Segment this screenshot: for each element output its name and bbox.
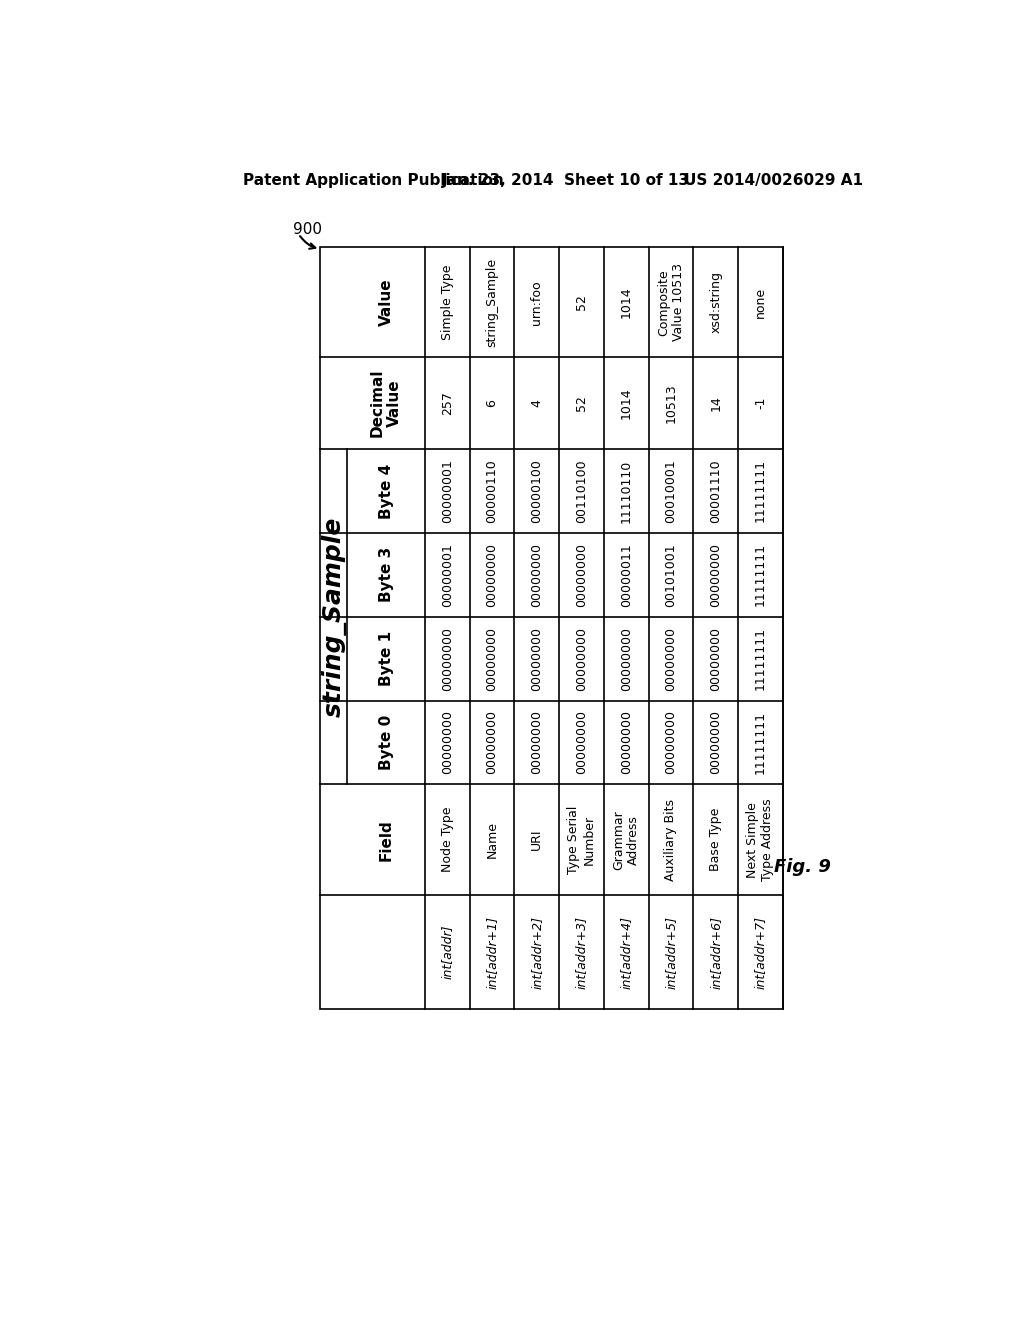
Text: 00000000: 00000000 bbox=[574, 710, 588, 775]
Text: 00001110: 00001110 bbox=[710, 459, 722, 523]
Text: 52: 52 bbox=[574, 294, 588, 310]
Text: Fig. 9: Fig. 9 bbox=[774, 858, 830, 875]
Text: string_Sample: string_Sample bbox=[322, 516, 346, 717]
Text: 00000000: 00000000 bbox=[485, 543, 499, 607]
Text: 00110100: 00110100 bbox=[574, 459, 588, 523]
Text: -1: -1 bbox=[754, 397, 767, 409]
Text: 257: 257 bbox=[440, 391, 454, 416]
Text: 00101001: 00101001 bbox=[665, 543, 678, 607]
Text: Name: Name bbox=[485, 821, 499, 858]
Text: 11111111: 11111111 bbox=[754, 544, 767, 606]
Text: Byte 4: Byte 4 bbox=[379, 463, 393, 519]
Text: 00000000: 00000000 bbox=[530, 710, 543, 775]
Text: 900: 900 bbox=[293, 222, 323, 236]
Text: 00000000: 00000000 bbox=[530, 543, 543, 607]
Text: 11111111: 11111111 bbox=[754, 627, 767, 690]
Text: urn:foo: urn:foo bbox=[530, 280, 543, 325]
Text: Base Type: Base Type bbox=[710, 808, 722, 871]
Text: 00000000: 00000000 bbox=[485, 710, 499, 775]
Text: int[addr+1]: int[addr+1] bbox=[485, 916, 499, 989]
Text: Byte 0: Byte 0 bbox=[379, 715, 393, 770]
Text: 11110110: 11110110 bbox=[620, 459, 633, 523]
Text: 10513: 10513 bbox=[665, 383, 678, 422]
Text: Jan. 23, 2014  Sheet 10 of 13: Jan. 23, 2014 Sheet 10 of 13 bbox=[442, 173, 690, 189]
Text: 00000000: 00000000 bbox=[440, 627, 454, 690]
Text: 00000000: 00000000 bbox=[485, 627, 499, 690]
Text: 52: 52 bbox=[574, 395, 588, 411]
Text: 00000000: 00000000 bbox=[620, 627, 633, 690]
Text: int[addr+4]: int[addr+4] bbox=[620, 916, 633, 989]
Text: 00000000: 00000000 bbox=[665, 627, 678, 690]
Text: 00000000: 00000000 bbox=[710, 710, 722, 775]
Text: int[addr+2]: int[addr+2] bbox=[530, 916, 543, 989]
Text: 6: 6 bbox=[485, 399, 499, 407]
Text: 00000000: 00000000 bbox=[574, 627, 588, 690]
Text: 1014: 1014 bbox=[620, 286, 633, 318]
Text: Field: Field bbox=[379, 818, 393, 861]
Text: 00000000: 00000000 bbox=[530, 627, 543, 690]
Text: Byte 3: Byte 3 bbox=[379, 546, 393, 602]
Text: Simple Type: Simple Type bbox=[440, 264, 454, 341]
Text: Byte 1: Byte 1 bbox=[379, 631, 393, 686]
Text: 00000110: 00000110 bbox=[485, 459, 499, 523]
Text: 00000000: 00000000 bbox=[665, 710, 678, 775]
Text: int[addr+5]: int[addr+5] bbox=[665, 916, 678, 989]
Text: Value: Value bbox=[379, 279, 393, 326]
Text: string_Sample: string_Sample bbox=[485, 257, 499, 347]
Text: 00000100: 00000100 bbox=[530, 459, 543, 523]
Text: URI: URI bbox=[530, 829, 543, 850]
Text: 11111111: 11111111 bbox=[754, 459, 767, 523]
Text: Auxiliary Bits: Auxiliary Bits bbox=[665, 799, 678, 880]
Text: 11111111: 11111111 bbox=[754, 711, 767, 774]
Text: Next Simple
Type Address: Next Simple Type Address bbox=[746, 799, 774, 880]
Text: Node Type: Node Type bbox=[440, 807, 454, 873]
Text: int[addr+6]: int[addr+6] bbox=[710, 916, 722, 989]
Text: 1014: 1014 bbox=[620, 387, 633, 418]
Text: int[addr]: int[addr] bbox=[440, 925, 454, 979]
Text: Composite
Value 10513: Composite Value 10513 bbox=[657, 263, 685, 341]
Text: 00000000: 00000000 bbox=[710, 627, 722, 690]
Text: 4: 4 bbox=[530, 399, 543, 407]
Text: int[addr+7]: int[addr+7] bbox=[754, 916, 767, 989]
Text: 00010001: 00010001 bbox=[665, 459, 678, 523]
Text: Grammar
Address: Grammar Address bbox=[612, 809, 640, 870]
Bar bbox=[321, 247, 783, 1010]
Text: 00000000: 00000000 bbox=[620, 710, 633, 775]
Text: int[addr+3]: int[addr+3] bbox=[574, 916, 588, 989]
Text: 00000011: 00000011 bbox=[620, 543, 633, 607]
Text: 14: 14 bbox=[710, 396, 722, 411]
Text: 00000001: 00000001 bbox=[440, 543, 454, 607]
Text: none: none bbox=[754, 286, 767, 318]
Text: Decimal
Value: Decimal Value bbox=[370, 370, 402, 437]
Text: Type Serial
Number: Type Serial Number bbox=[567, 805, 596, 874]
Text: US 2014/0026029 A1: US 2014/0026029 A1 bbox=[684, 173, 863, 189]
Text: xsd:string: xsd:string bbox=[710, 271, 722, 333]
Text: 00000000: 00000000 bbox=[710, 543, 722, 607]
Text: 00000000: 00000000 bbox=[440, 710, 454, 775]
Text: 00000001: 00000001 bbox=[440, 459, 454, 523]
Text: Patent Application Publication: Patent Application Publication bbox=[243, 173, 504, 189]
Text: 00000000: 00000000 bbox=[574, 543, 588, 607]
